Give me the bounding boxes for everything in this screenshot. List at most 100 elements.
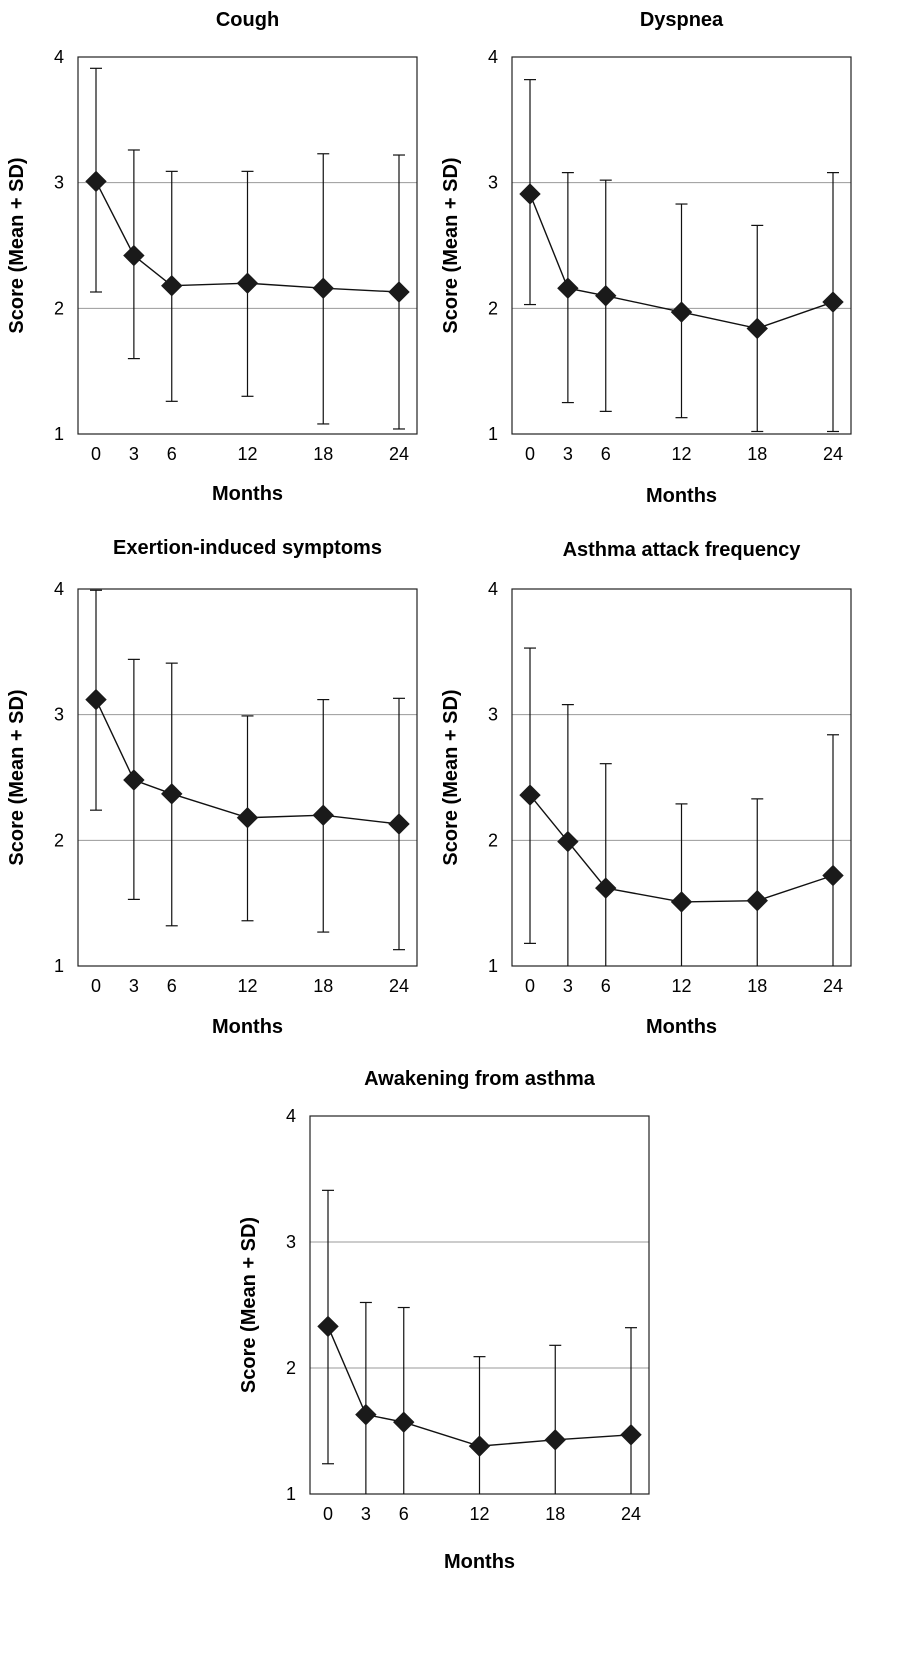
x-axis-label: Months <box>212 483 283 505</box>
y-tick-label: 2 <box>54 830 64 850</box>
y-tick-label: 2 <box>286 1358 296 1378</box>
x-tick-label: 24 <box>823 976 843 996</box>
x-tick-label: 18 <box>313 976 333 996</box>
data-point <box>557 830 579 853</box>
series-line <box>529 794 834 903</box>
data-point <box>468 1435 491 1457</box>
x-tick-label: 12 <box>237 976 257 996</box>
y-tick-label: 4 <box>54 579 64 599</box>
y-tick-label: 1 <box>488 424 498 444</box>
error-bar <box>359 1301 372 1494</box>
data-point <box>312 277 334 299</box>
data-point <box>822 864 844 887</box>
plot-frame <box>511 56 852 435</box>
x-tick-label: 3 <box>361 1504 371 1524</box>
x-axis-label: Months <box>444 1551 515 1573</box>
plot-frame <box>77 56 418 435</box>
data-point <box>822 291 844 313</box>
x-tick-label: 24 <box>389 444 409 464</box>
y-tick-label: 4 <box>286 1106 296 1126</box>
x-tick-label: 6 <box>399 1504 409 1524</box>
x-tick-label: 18 <box>545 1504 565 1524</box>
data-point <box>312 804 334 826</box>
x-tick-label: 12 <box>237 444 257 464</box>
x-tick-label: 12 <box>469 1504 489 1524</box>
data-point <box>388 813 410 835</box>
y-tick-label: 1 <box>54 956 64 976</box>
y-tick-label: 3 <box>54 173 64 193</box>
x-tick-label: 12 <box>671 976 691 996</box>
y-axis-label: Score (Mean + SD) <box>6 157 28 333</box>
y-tick-label: 1 <box>488 956 498 976</box>
data-point <box>317 1315 339 1338</box>
x-tick-label: 24 <box>823 444 843 464</box>
chart-title: Cough <box>216 9 279 31</box>
error-bar <box>675 803 688 966</box>
x-tick-label: 0 <box>525 976 535 996</box>
y-axis-label: Score (Mean + SD) <box>440 157 462 333</box>
data-point <box>85 170 107 193</box>
y-tick-label: 3 <box>54 705 64 725</box>
data-point <box>519 784 541 806</box>
data-point <box>388 281 410 303</box>
x-tick-label: 6 <box>601 976 611 996</box>
data-point <box>123 769 145 791</box>
data-point <box>595 877 617 899</box>
chart-title: Asthma attack frequency <box>563 539 802 561</box>
data-point <box>746 317 768 340</box>
x-tick-label: 6 <box>167 444 177 464</box>
x-tick-label: 24 <box>389 976 409 996</box>
series-line <box>327 1326 632 1447</box>
data-point <box>236 272 259 294</box>
y-tick-label: 2 <box>488 830 498 850</box>
error-bar <box>473 1356 486 1494</box>
error-bar <box>549 1344 562 1494</box>
y-tick-label: 4 <box>488 47 498 67</box>
x-axis-label: Months <box>212 1016 283 1038</box>
data-point <box>123 244 145 267</box>
data-point <box>161 783 183 805</box>
data-point <box>85 688 107 711</box>
x-tick-label: 0 <box>91 976 101 996</box>
y-axis-label: Score (Mean + SD) <box>238 1217 260 1393</box>
error-bar <box>625 1327 637 1494</box>
y-tick-label: 4 <box>488 579 498 599</box>
y-axis-label: Score (Mean + SD) <box>440 689 462 865</box>
x-tick-label: 0 <box>525 444 535 464</box>
y-tick-label: 4 <box>54 47 64 67</box>
data-point <box>236 807 259 829</box>
series-line <box>95 699 400 825</box>
x-tick-label: 18 <box>313 444 333 464</box>
series-line <box>529 193 834 330</box>
data-point <box>544 1429 566 1451</box>
data-point <box>393 1411 415 1433</box>
data-point <box>670 301 693 323</box>
error-bar <box>827 734 839 966</box>
error-bar <box>751 798 764 966</box>
y-tick-label: 3 <box>488 173 498 193</box>
y-tick-label: 2 <box>54 298 64 318</box>
x-tick-label: 18 <box>747 976 767 996</box>
y-axis-label: Score (Mean + SD) <box>6 689 28 865</box>
data-point <box>620 1424 642 1446</box>
error-bar <box>397 1306 410 1494</box>
data-point <box>746 889 768 912</box>
y-tick-label: 3 <box>488 705 498 725</box>
chart-title: Exertion-induced symptoms <box>113 537 382 559</box>
data-point <box>355 1403 377 1426</box>
y-tick-label: 3 <box>286 1232 296 1252</box>
x-tick-label: 3 <box>563 976 573 996</box>
x-tick-label: 3 <box>129 444 139 464</box>
x-tick-label: 18 <box>747 444 767 464</box>
chart-title: Dyspnea <box>640 9 724 31</box>
data-point <box>161 275 183 297</box>
x-tick-label: 0 <box>323 1504 333 1524</box>
series-line <box>95 181 400 293</box>
data-point <box>595 285 617 307</box>
